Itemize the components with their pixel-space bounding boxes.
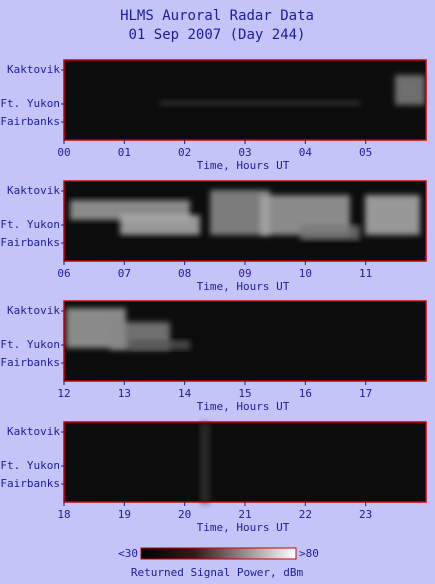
- heatmap-texture: [120, 215, 200, 235]
- heatmap-texture: [200, 423, 210, 503]
- y-tick-label: Kaktovik: [7, 425, 60, 438]
- x-tick-label: 11: [359, 267, 372, 280]
- heatmap-texture: [365, 195, 420, 235]
- colorbar-label: Returned Signal Power, dBm: [131, 566, 304, 579]
- heatmap-texture: [395, 75, 425, 105]
- x-tick-label: 04: [299, 146, 313, 159]
- x-tick-label: 18: [57, 508, 70, 521]
- x-tick-label: 14: [178, 387, 192, 400]
- x-tick-label: 23: [359, 508, 372, 521]
- colorbar-max: >80: [299, 547, 319, 560]
- y-tick-label: Kaktovik: [7, 184, 60, 197]
- x-tick-label: 12: [57, 387, 70, 400]
- x-axis-label: Time, Hours UT: [197, 159, 290, 172]
- colorbar-min: <30: [118, 547, 138, 560]
- chart-title: HLMS Auroral Radar Data: [120, 8, 314, 24]
- x-tick-label: 16: [299, 387, 312, 400]
- x-tick-label: 20: [178, 508, 191, 521]
- y-tick-label: Ft. Yukon: [0, 97, 60, 110]
- heatmap-texture: [160, 100, 360, 106]
- x-tick-label: 19: [118, 508, 131, 521]
- heatmap-texture: [130, 340, 190, 350]
- heatmap-texture: [300, 225, 360, 240]
- x-tick-label: 17: [359, 387, 372, 400]
- y-tick-label: Ft. Yukon: [0, 459, 60, 472]
- x-tick-label: 10: [299, 267, 312, 280]
- y-tick-label: Ft. Yukon: [0, 218, 60, 231]
- x-tick-label: 00: [57, 146, 70, 159]
- panels: Kaktovik Ft. Yukon Fairbanks 00 01 02 03 04 05 Ti…: [0, 59, 427, 534]
- y-tick-label: Fairbanks: [0, 477, 60, 490]
- x-tick-label: 08: [178, 267, 191, 280]
- x-tick-label: 02: [178, 146, 191, 159]
- x-axis-label: Time, Hours UT: [197, 280, 290, 293]
- y-tick-label: Ft. Yukon: [0, 338, 60, 351]
- heatmap: [64, 422, 426, 502]
- y-tick-label: Fairbanks: [0, 356, 60, 369]
- x-tick-label: 15: [238, 387, 251, 400]
- y-tick-label: Fairbanks: [0, 115, 60, 128]
- x-tick-label: 06: [57, 267, 70, 280]
- x-tick-label: 01: [118, 146, 131, 159]
- x-tick-label: 21: [238, 508, 251, 521]
- x-axis-label: Time, Hours UT: [197, 400, 290, 413]
- x-tick-label: 05: [359, 146, 372, 159]
- y-tick-label: Fairbanks: [0, 236, 60, 249]
- x-axis-label: Time, Hours UT: [197, 521, 290, 534]
- x-tick-label: 03: [238, 146, 251, 159]
- y-tick-label: Kaktovik: [7, 63, 60, 76]
- x-tick-label: 22: [299, 508, 312, 521]
- colorbar: [140, 547, 297, 560]
- x-tick-label: 07: [118, 267, 131, 280]
- x-tick-label: 13: [118, 387, 131, 400]
- chart-subtitle: 01 Sep 2007 (Day 244): [128, 27, 305, 43]
- y-tick-label: Kaktovik: [7, 304, 60, 317]
- x-tick-label: 09: [238, 267, 251, 280]
